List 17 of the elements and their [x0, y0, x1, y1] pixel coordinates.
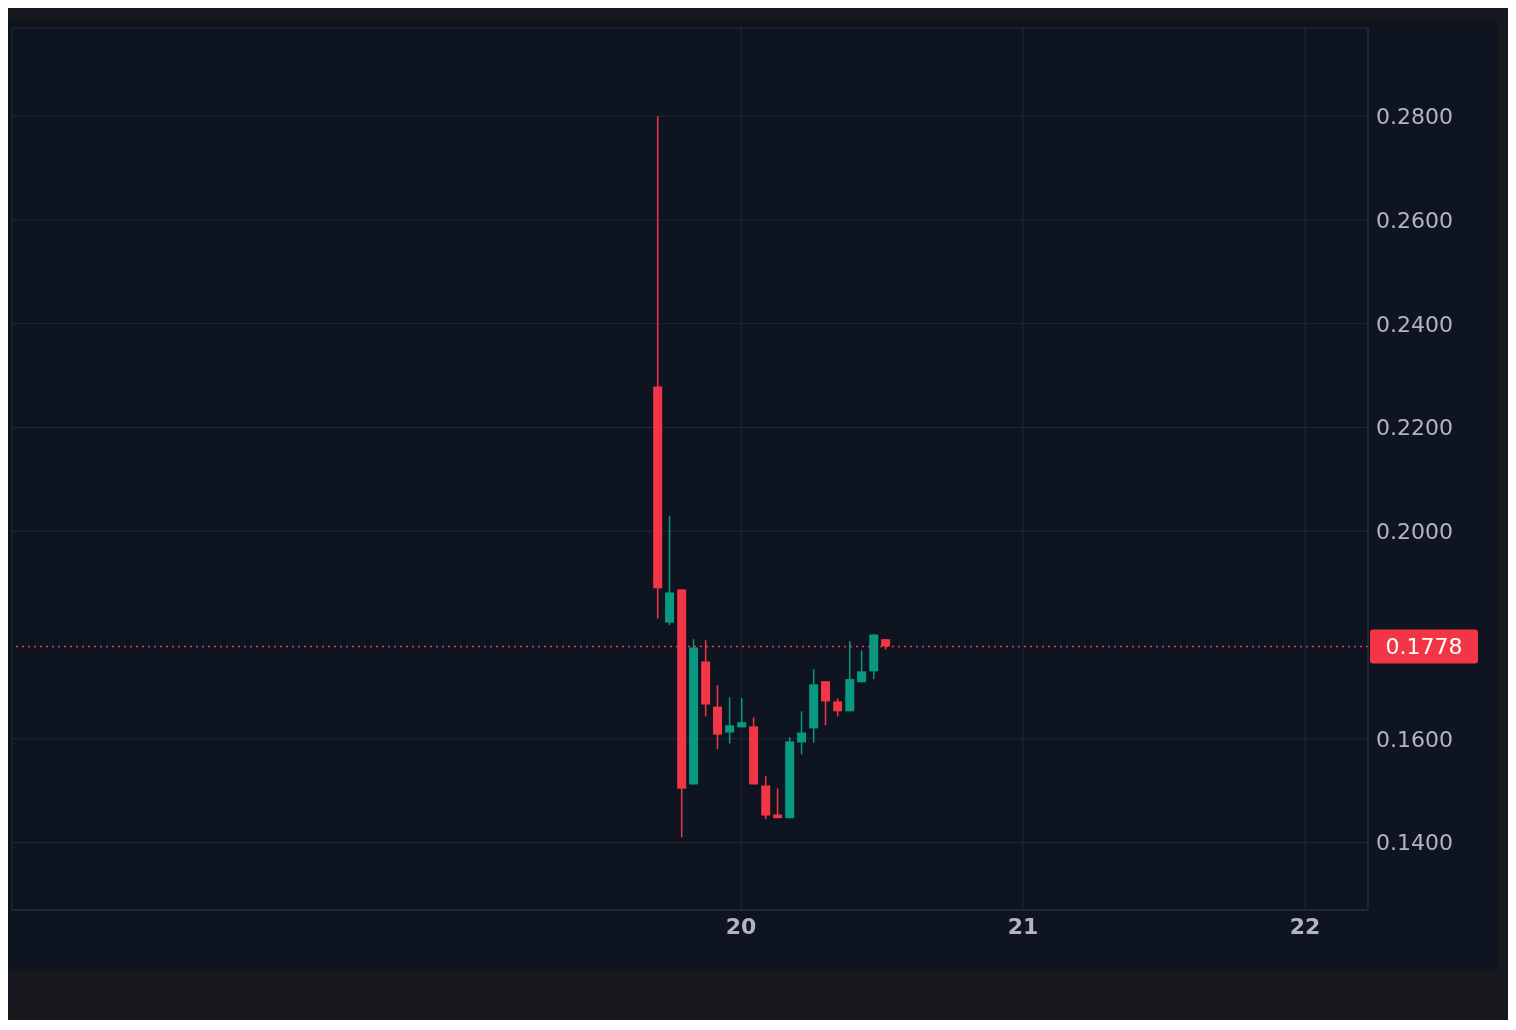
x-tick-label: 22	[1289, 913, 1321, 939]
y-tick-label: 0.2200	[1376, 415, 1453, 441]
y-tick-label: 0.2800	[1376, 104, 1453, 130]
candlestick	[821, 680, 831, 727]
y-tick-label: 0.2000	[1376, 519, 1453, 545]
y-tick-label: 0.1600	[1376, 726, 1453, 752]
x-tick-label: 21	[1007, 913, 1039, 939]
ref-line-label: 0.1778	[1385, 634, 1463, 660]
x-tick-label: 20	[725, 913, 757, 939]
candlestick	[725, 696, 735, 745]
candlestick	[857, 649, 867, 683]
y-tick-label: 0.2600	[1376, 207, 1453, 233]
y-tick-label: 0.2400	[1376, 311, 1453, 337]
candlestick	[737, 697, 747, 729]
candlestick	[797, 710, 807, 756]
y-tick-label: 0.1400	[1376, 830, 1453, 856]
candlestick	[833, 697, 843, 718]
